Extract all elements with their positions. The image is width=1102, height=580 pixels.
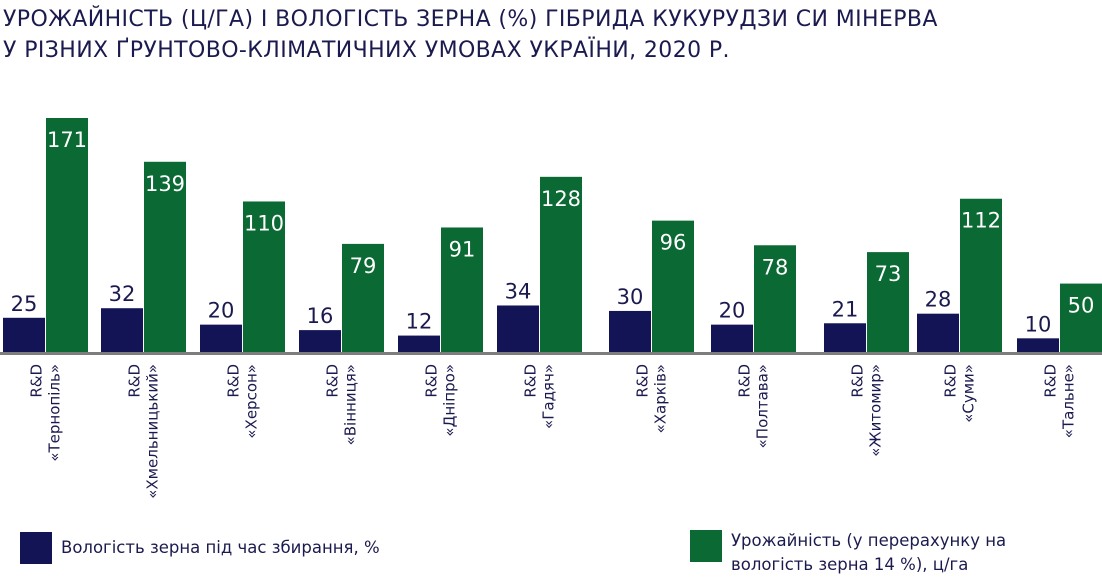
data-label-yield: 96 bbox=[660, 231, 687, 255]
legend-item-yield: Урожайність (у перерахунку на вологість … bbox=[690, 530, 1076, 577]
category-label-line-1: R&D bbox=[849, 364, 867, 398]
legend-swatch-moisture bbox=[20, 532, 52, 564]
bar-yield bbox=[46, 118, 88, 352]
bar-moisture bbox=[917, 313, 959, 352]
data-label-moisture: 12 bbox=[406, 310, 433, 334]
data-label-moisture: 28 bbox=[925, 288, 952, 312]
category-label-line-1: R&D bbox=[28, 364, 46, 398]
category-label: R&D«Тальне» bbox=[1042, 364, 1078, 438]
bar-yield bbox=[1060, 283, 1102, 352]
data-label-moisture: 32 bbox=[109, 282, 136, 306]
data-label-yield: 110 bbox=[244, 211, 284, 235]
category-label: R&D«Харків» bbox=[634, 364, 670, 433]
category-label-line-2: «Вінниця» bbox=[342, 364, 360, 445]
bar-yield bbox=[754, 245, 796, 352]
x-axis-baseline bbox=[0, 352, 1102, 355]
bar-moisture bbox=[101, 308, 143, 352]
data-label-moisture: 25 bbox=[11, 292, 38, 316]
data-label-yield: 73 bbox=[875, 262, 902, 286]
data-label-moisture: 21 bbox=[832, 297, 859, 321]
category-label: R&D«Полтава» bbox=[736, 364, 772, 448]
category-label-line-2: «Тальне» bbox=[1060, 364, 1078, 438]
bar-yield bbox=[243, 201, 285, 352]
category-label-line-1: R&D bbox=[324, 364, 342, 398]
category-label-line-1: R&D bbox=[126, 364, 144, 398]
data-label-moisture: 20 bbox=[208, 299, 235, 323]
bar-moisture bbox=[3, 317, 45, 352]
category-label-line-1: R&D bbox=[942, 364, 960, 398]
category-label: R&D«Тернопіль» bbox=[28, 364, 64, 462]
category-label-line-1: R&D bbox=[634, 364, 652, 398]
category-label-line-2: «Полтава» bbox=[754, 364, 772, 448]
data-label-moisture: 10 bbox=[1025, 312, 1052, 336]
bar-moisture bbox=[1017, 338, 1059, 352]
category-label-line-2: «Харків» bbox=[652, 364, 670, 433]
category-label: R&D«Гадяч» bbox=[522, 364, 558, 429]
chart-title-line-1: УРОЖАЙНІСТЬ (Ц/ГА) І ВОЛОГІСТЬ ЗЕРНА (%)… bbox=[3, 7, 938, 32]
chart-title: УРОЖАЙНІСТЬ (Ц/ГА) І ВОЛОГІСТЬ ЗЕРНА (%)… bbox=[3, 4, 1098, 66]
data-label-moisture: 30 bbox=[617, 285, 644, 309]
legend-label-yield: Урожайність (у перерахунку на вологість … bbox=[731, 531, 1007, 574]
bar-chart: 25171R&D«Тернопіль»32139R&D«Хмельницький… bbox=[0, 118, 1102, 499]
category-label-line-2: «Суми» bbox=[960, 364, 978, 423]
bar-yield bbox=[441, 227, 483, 352]
bar-moisture bbox=[299, 330, 341, 352]
bar-yield bbox=[960, 198, 1002, 352]
category-label: R&D«Вінниця» bbox=[324, 364, 360, 445]
category-label-line-1: R&D bbox=[225, 364, 243, 398]
category-label-line-2: «Житомир» bbox=[867, 364, 885, 457]
bar-yield bbox=[867, 252, 909, 352]
bar-yield bbox=[144, 161, 186, 352]
category-label-line-1: R&D bbox=[1042, 364, 1060, 398]
data-label-yield: 91 bbox=[449, 237, 476, 261]
bar-moisture bbox=[711, 324, 753, 352]
category-label-line-2: «Хмельницький» bbox=[144, 364, 162, 499]
data-label-yield: 79 bbox=[350, 254, 377, 278]
category-label: R&D«Дніпро» bbox=[423, 364, 459, 437]
category-label: R&D«Херсон» bbox=[225, 364, 261, 439]
category-label-line-1: R&D bbox=[736, 364, 754, 398]
data-label-yield: 139 bbox=[145, 172, 185, 196]
category-label-line-1: R&D bbox=[522, 364, 540, 398]
data-label-yield: 171 bbox=[47, 128, 87, 152]
bar-yield bbox=[342, 243, 384, 352]
bar-moisture bbox=[824, 323, 866, 352]
chart-title-line-2: У РІЗНИХ ҐРУНТОВО-КЛІМАТИЧНИХ УМОВАХ УКР… bbox=[3, 38, 730, 63]
bar-yield bbox=[652, 220, 694, 352]
data-label-yield: 128 bbox=[541, 187, 581, 211]
category-label: R&D«Житомир» bbox=[849, 364, 885, 457]
data-label-yield: 112 bbox=[961, 209, 1001, 233]
category-label-line-2: «Дніпро» bbox=[441, 364, 459, 437]
category-label-line-2: «Херсон» bbox=[243, 364, 261, 439]
bar-moisture bbox=[497, 305, 539, 352]
bar-moisture bbox=[609, 310, 651, 352]
legend-label-moisture: Вологість зерна під час збирання, % bbox=[61, 538, 380, 557]
bar-moisture bbox=[398, 335, 440, 352]
category-label-line-2: «Гадяч» bbox=[540, 364, 558, 429]
data-label-yield: 78 bbox=[762, 255, 789, 279]
bar-moisture bbox=[200, 324, 242, 352]
legend-item-moisture: Вологість зерна під час збирання, % bbox=[20, 532, 380, 564]
category-label-line-2: «Тернопіль» bbox=[46, 364, 64, 462]
data-label-yield: 50 bbox=[1068, 294, 1095, 318]
category-label: R&D«Суми» bbox=[942, 364, 978, 423]
category-label: R&D«Хмельницький» bbox=[126, 364, 162, 499]
bar-yield bbox=[540, 176, 582, 352]
data-label-moisture: 20 bbox=[719, 299, 746, 323]
category-label-line-1: R&D bbox=[423, 364, 441, 398]
legend-swatch-yield bbox=[690, 530, 722, 562]
data-label-moisture: 34 bbox=[505, 279, 532, 303]
data-label-moisture: 16 bbox=[307, 304, 334, 328]
